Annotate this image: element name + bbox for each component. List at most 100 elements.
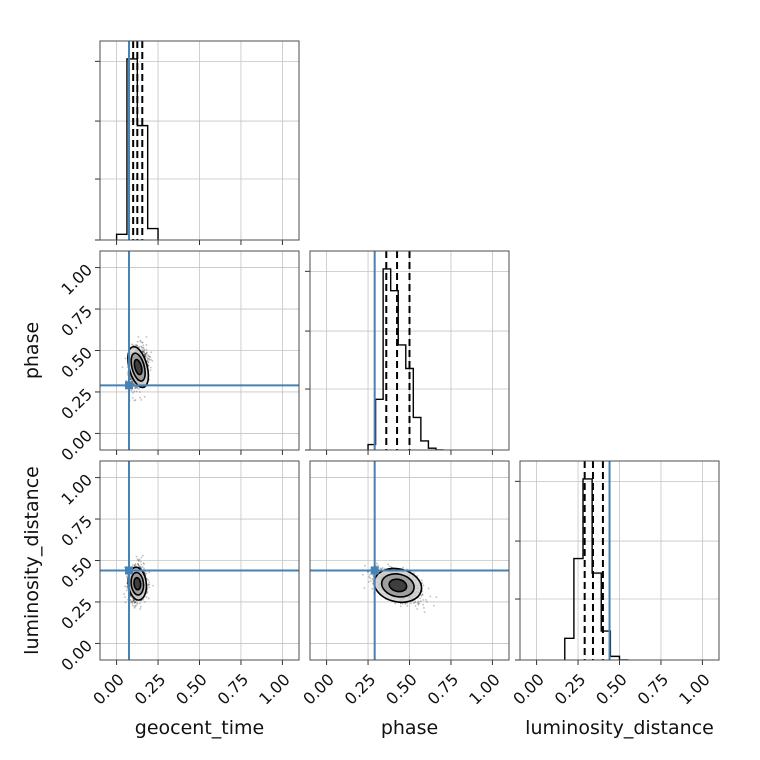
sample-point [130,378,133,381]
panel-plot-area [100,251,299,450]
sample-point [423,611,426,613]
sample-point [375,562,378,565]
sample-point [370,580,372,582]
sample-point [142,562,145,564]
sample-point [142,351,145,354]
sample-point [131,600,134,603]
sample-point [416,601,419,604]
sample-point [134,563,137,566]
histogram-luminosity_distance [564,478,629,660]
x-tick-label: 0.75 [424,670,463,709]
sample-point [146,357,149,360]
sample-point [134,385,137,388]
density-contour-line [388,578,408,593]
panel-phase-luminosity_distance: 0.00 0.25 0.50 0.75 1.00 [299,460,510,709]
sample-point [147,357,150,360]
panel-frame [519,460,720,661]
sample-point [143,353,146,356]
sample-point [132,599,135,602]
sample-point [143,600,146,603]
sample-point [134,344,137,347]
sample-point [420,579,423,582]
sample-point [134,604,137,607]
sample-point [142,344,145,347]
sample-point [121,366,124,369]
sample-point [147,361,150,364]
sample-point [429,595,432,598]
sample-point [133,601,136,604]
sample-point [129,599,132,602]
sample-point [402,566,404,569]
sample-point [125,379,128,382]
sample-point [133,382,136,385]
sample-point [427,587,430,590]
sample-point [132,600,135,602]
y-axis-label-luminosity_distance: luminosity_distance [21,466,43,655]
sample-point [133,601,136,604]
panel-frame [99,460,300,661]
sample-point [377,564,380,567]
sample-point [143,348,146,351]
density-contour-fill [133,577,141,590]
sample-point [417,603,420,606]
sample-point [404,603,407,605]
sample-point [140,563,143,566]
sample-point [363,564,366,567]
sample-point [132,391,134,394]
sample-point [137,387,140,390]
x-tick-label: 0.75 [214,670,253,709]
sample-point [125,575,128,578]
panel-geocent_time-phase: 0.000.250.500.751.00 [57,250,300,465]
sample-point [139,396,142,399]
sample-point [136,601,139,604]
sample-point [148,581,151,584]
sample-point [131,397,134,399]
sample-point [139,560,142,563]
x-tick-label: 0.50 [382,670,421,709]
panel-geocent_time-luminosity_distance: 0.000.250.500.751.000.00 0.25 0.50 0.75 1.00 [57,460,300,709]
sample-point [141,346,144,349]
sample-point [412,602,415,605]
sample-point [371,582,374,585]
density-contour-fill [389,579,407,592]
sample-point [139,602,141,605]
sample-point [367,580,370,583]
sample-point [124,601,127,604]
sample-point [141,348,144,351]
sample-point [380,568,383,570]
panel-geocent_time-geocent_time [95,40,300,245]
truth-marker [125,566,134,575]
histogram-geocent_time [115,58,159,240]
sample-point [422,599,425,601]
sample-point [136,344,139,347]
y-tick-label: 0.50 [57,343,96,382]
sample-point [137,336,140,338]
sample-point [136,563,139,566]
x-tick-label: 0.00 [299,670,338,709]
sample-point [372,574,374,576]
sample-point [135,390,138,393]
sample-point [146,356,148,359]
sample-point [134,565,136,567]
sample-point [371,578,374,581]
sample-point [131,600,134,603]
sample-point [145,353,147,355]
sample-point [143,352,146,355]
sample-point [136,558,139,561]
sample-point [131,604,134,607]
y-axis-label-phase: phase [21,322,43,379]
sample-point [399,605,402,608]
sample-point [417,602,420,605]
panel-frame [309,250,510,451]
sample-point [133,399,136,402]
sample-point [148,571,151,574]
sample-point [137,560,140,562]
panel-plot-area [100,41,299,240]
x-axis-label-luminosity_distance: luminosity_distance [525,717,714,739]
y-tick-label: 0.25 [57,595,96,634]
panel-plot-area [310,251,509,450]
panel-plot-area [100,461,299,660]
sample-point [149,366,152,369]
sample-point [138,345,141,348]
sample-point [406,604,409,607]
